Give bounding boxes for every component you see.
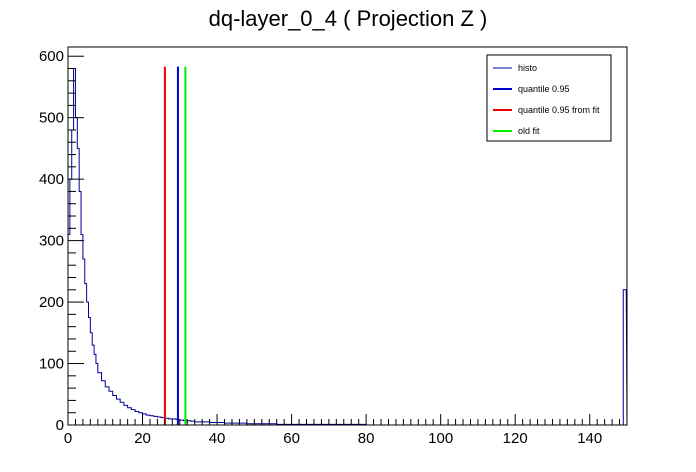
y-tick-label: 400 [39,171,64,188]
chart-title: dq-layer_0_4 ( Projection Z ) [209,6,488,31]
legend-label: quantile 0.95 from fit [518,105,600,115]
legend-label: histo [518,63,537,73]
x-tick-label: 20 [134,430,151,447]
y-tick-label: 300 [39,233,64,250]
y-tick-label: 0 [56,417,64,434]
y-tick-label: 500 [39,110,64,127]
y-tick-label: 200 [39,294,64,311]
x-tick-label: 100 [428,430,453,447]
axes: 0 20 40 60 80 100 120 140 0 100 200 300 400 500 600 [39,48,628,447]
y-tick-label: 600 [39,48,64,65]
x-tick-label: 60 [283,430,300,447]
x-tick-label: 120 [503,430,528,447]
legend-label: quantile 0.95 [518,84,570,94]
x-tick-label: 140 [577,430,602,447]
plot-frame [67,46,628,426]
x-tick-label: 0 [64,430,72,447]
y-tick-label: 100 [39,356,64,373]
legend: histo quantile 0.95 quantile 0.95 from fit… [486,54,612,142]
x-tick-label: 80 [358,430,375,447]
legend-box [486,54,612,142]
x-tick-label: 40 [209,430,226,447]
legend-label: old fit [518,126,540,136]
